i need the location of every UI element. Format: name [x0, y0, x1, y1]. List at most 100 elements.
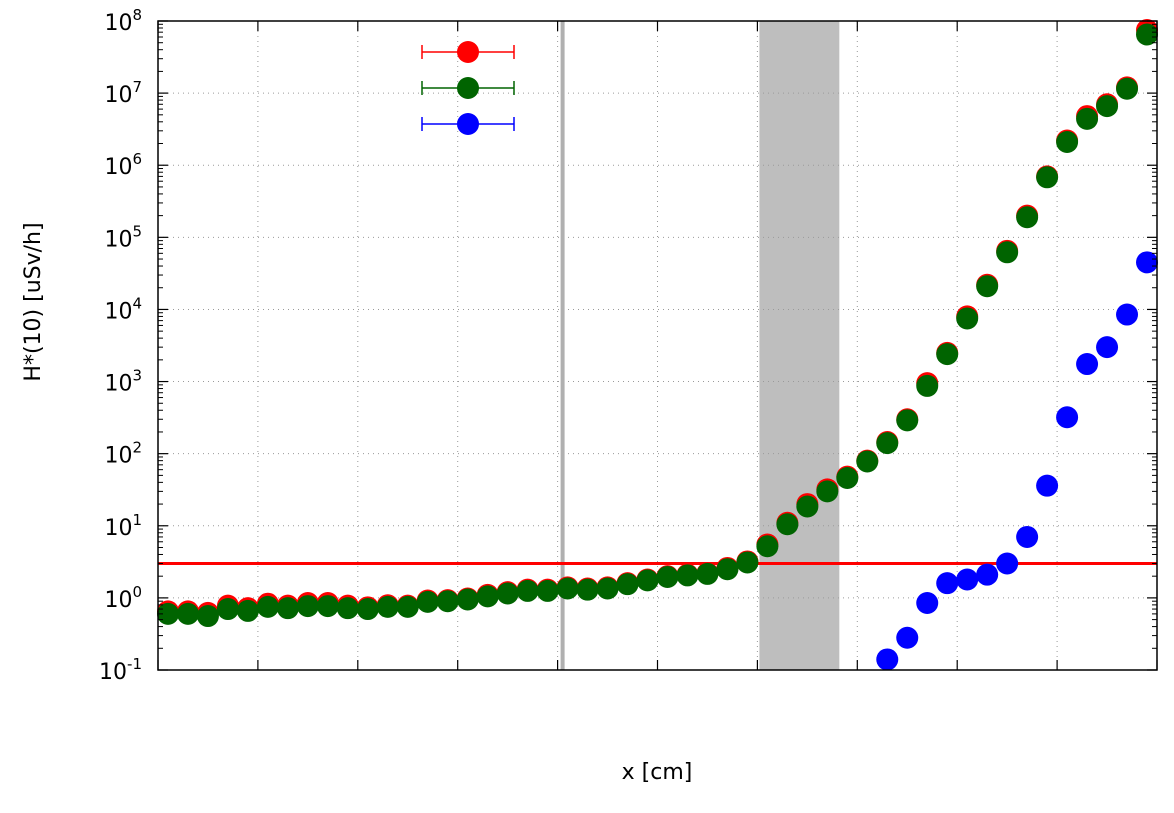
data-point	[956, 568, 979, 591]
y-tick-label: 103	[104, 367, 142, 397]
data-point	[976, 275, 999, 298]
data-point	[996, 552, 1019, 575]
plot-frame	[157, 20, 1158, 671]
y-tick-exponent: 0	[132, 583, 142, 601]
y-tick-exponent: 5	[132, 222, 142, 240]
data-point	[776, 513, 799, 536]
y-tick-base: 10	[104, 83, 132, 108]
data-point	[736, 551, 759, 574]
data-points	[156, 19, 1159, 671]
data-point	[916, 374, 939, 397]
data-point	[1136, 23, 1159, 46]
data-point	[236, 599, 259, 622]
data-point	[336, 597, 359, 620]
data-point	[956, 307, 979, 330]
data-point	[936, 343, 959, 366]
data-point	[216, 598, 239, 621]
data-point	[976, 563, 999, 586]
data-point	[1056, 406, 1079, 429]
data-point	[596, 577, 619, 600]
data-point	[716, 558, 739, 581]
x-axis-label: x [cm]	[622, 760, 693, 785]
data-point	[1136, 251, 1159, 274]
y-tick-exponent: 6	[132, 150, 142, 168]
y-axis-label: H*(10) [uSv/h]	[21, 222, 46, 381]
y-tick-label: 107	[104, 78, 142, 108]
legend	[421, 41, 515, 135]
y-tick-base: 10	[104, 444, 132, 469]
y-tick-exponent: 4	[132, 294, 142, 312]
y-tick-base: 10	[104, 299, 132, 324]
data-point	[816, 480, 839, 503]
y-tick-label: 108	[104, 6, 142, 36]
y-tick-exponent: 2	[132, 439, 142, 457]
data-point	[1096, 95, 1119, 118]
legend-marker	[457, 77, 479, 99]
data-point	[176, 602, 199, 625]
data-point	[696, 562, 719, 585]
data-point	[1036, 166, 1059, 189]
data-point	[836, 466, 859, 489]
data-point	[636, 569, 659, 592]
series-1	[156, 23, 1159, 628]
y-tick-base: 10	[99, 660, 127, 685]
y-tick-base: 10	[104, 11, 132, 36]
data-point	[1016, 525, 1039, 548]
data-point	[936, 572, 959, 595]
data-point	[516, 579, 539, 602]
data-point	[996, 241, 1019, 264]
wall-band	[759, 21, 840, 670]
data-point	[396, 595, 419, 618]
y-tick-label: 106	[104, 150, 142, 180]
data-point	[1116, 303, 1139, 326]
series-2	[876, 251, 1159, 671]
data-point	[296, 595, 319, 618]
data-point	[256, 595, 279, 618]
data-point	[1016, 206, 1039, 229]
data-point	[876, 648, 899, 671]
data-point	[656, 565, 679, 588]
y-tick-label: 101	[104, 511, 142, 541]
data-point	[616, 573, 639, 596]
data-point	[1056, 130, 1079, 153]
y-tick-label: 104	[104, 294, 142, 324]
data-point	[916, 591, 939, 614]
data-point	[796, 495, 819, 518]
data-point	[556, 577, 579, 600]
background-layer	[759, 21, 840, 670]
data-point	[1076, 107, 1099, 130]
y-tick-label: 105	[104, 222, 142, 252]
y-tick-exponent: 8	[132, 6, 142, 24]
data-point	[1036, 474, 1059, 497]
y-tick-base: 10	[104, 227, 132, 252]
data-point	[436, 590, 459, 613]
y-tick-base: 10	[104, 588, 132, 613]
data-point	[536, 579, 559, 602]
data-point	[756, 535, 779, 558]
annotations	[158, 21, 1157, 670]
y-tick-exponent: -1	[127, 655, 142, 673]
data-point	[456, 588, 479, 611]
data-point	[476, 585, 499, 608]
data-point	[856, 450, 879, 473]
y-tick-exponent: 3	[132, 367, 142, 385]
y-tick-label: 100	[104, 583, 142, 613]
data-point	[896, 626, 919, 649]
data-point	[496, 582, 519, 605]
data-point	[896, 409, 919, 432]
data-point	[356, 598, 379, 621]
data-point	[676, 564, 699, 587]
y-tick-base: 10	[104, 155, 132, 180]
legend-marker	[457, 113, 479, 135]
data-point	[196, 605, 219, 628]
y-tick-label: 102	[104, 439, 142, 469]
y-tick-base: 10	[104, 516, 132, 541]
y-tick-base: 10	[104, 372, 132, 397]
data-point	[576, 578, 599, 601]
y-tick-exponent: 1	[132, 511, 142, 529]
y-tick-label: 10-1	[99, 655, 142, 685]
data-point	[1096, 336, 1119, 359]
data-point	[1116, 77, 1139, 100]
data-point	[1076, 353, 1099, 376]
legend-marker	[457, 41, 479, 63]
